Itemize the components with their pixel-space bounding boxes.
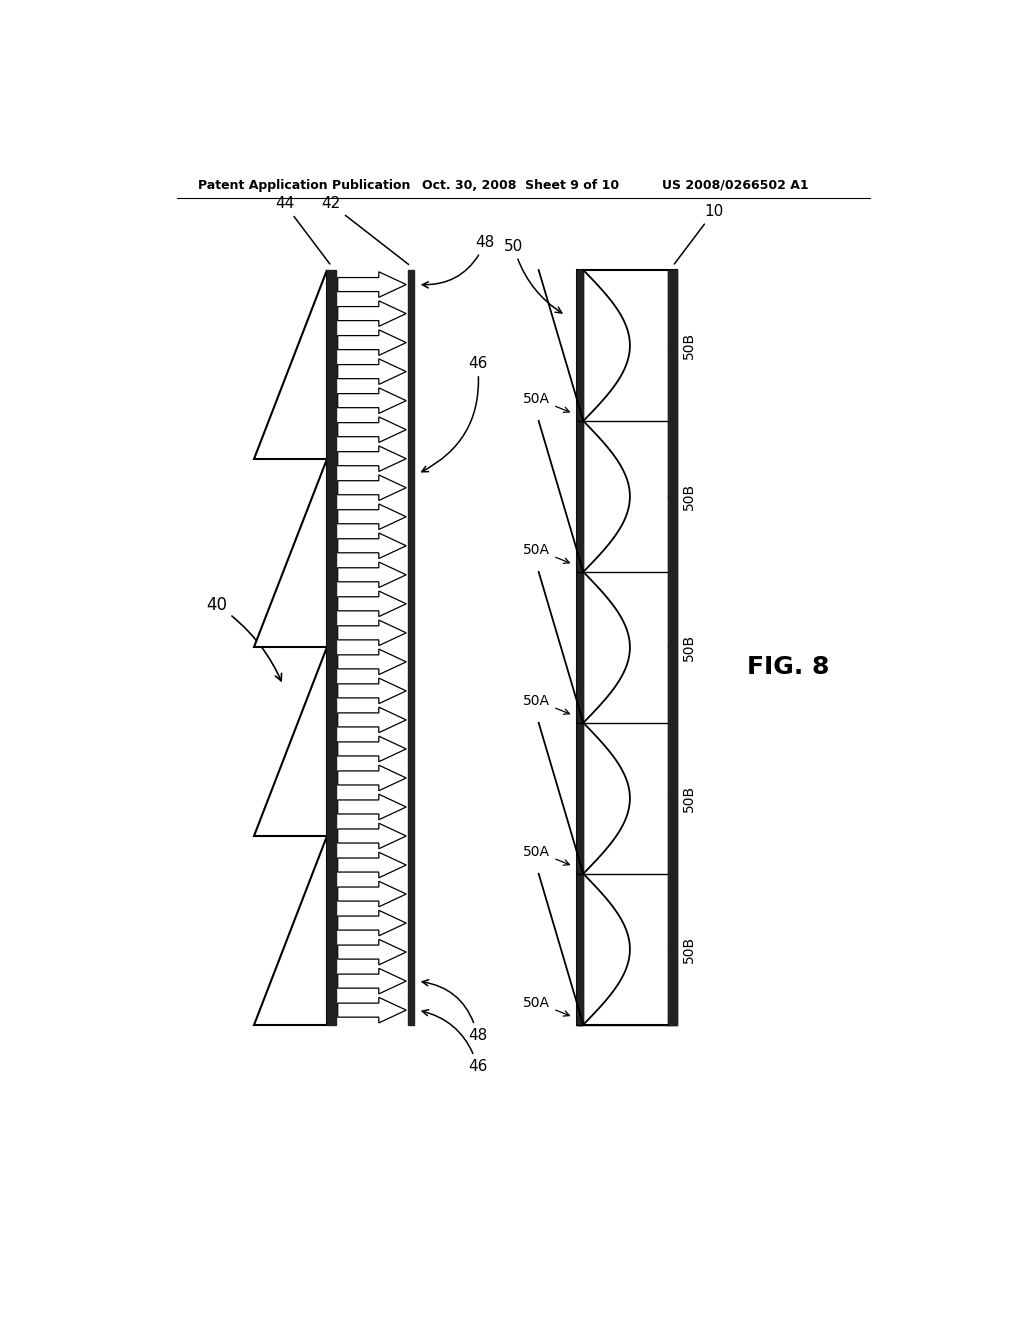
Text: 50B: 50B xyxy=(669,936,696,962)
Bar xyxy=(578,271,584,1024)
Text: 46: 46 xyxy=(422,1010,487,1074)
Polygon shape xyxy=(254,647,327,836)
Polygon shape xyxy=(254,836,327,1024)
Polygon shape xyxy=(338,446,407,471)
Polygon shape xyxy=(338,824,407,849)
Polygon shape xyxy=(338,533,407,558)
Text: 50B: 50B xyxy=(669,483,696,510)
Text: 48: 48 xyxy=(422,979,487,1043)
Polygon shape xyxy=(254,271,327,459)
Text: Oct. 30, 2008  Sheet 9 of 10: Oct. 30, 2008 Sheet 9 of 10 xyxy=(422,178,618,191)
Polygon shape xyxy=(338,359,407,384)
Polygon shape xyxy=(338,475,407,500)
Polygon shape xyxy=(338,678,407,704)
Bar xyxy=(408,271,414,1024)
Text: 50B: 50B xyxy=(669,331,696,359)
Text: 50A: 50A xyxy=(523,845,569,865)
Polygon shape xyxy=(338,272,407,297)
Polygon shape xyxy=(338,330,407,355)
Text: 42: 42 xyxy=(322,197,409,264)
Bar xyxy=(327,271,336,1024)
Polygon shape xyxy=(254,459,327,647)
Bar xyxy=(668,271,677,1024)
Text: 48: 48 xyxy=(422,235,495,288)
Polygon shape xyxy=(338,562,407,587)
Text: 50A: 50A xyxy=(523,694,569,714)
Polygon shape xyxy=(338,737,407,762)
Polygon shape xyxy=(338,969,407,994)
Polygon shape xyxy=(338,882,407,907)
Polygon shape xyxy=(338,853,407,878)
Polygon shape xyxy=(338,388,407,413)
Polygon shape xyxy=(338,649,407,675)
Text: 40: 40 xyxy=(206,595,282,681)
Text: 44: 44 xyxy=(274,197,330,264)
Text: 50B: 50B xyxy=(669,634,696,661)
Bar xyxy=(668,271,677,1024)
Text: 10: 10 xyxy=(675,205,724,264)
Polygon shape xyxy=(338,504,407,529)
Text: FIG. 8: FIG. 8 xyxy=(746,655,829,678)
Polygon shape xyxy=(338,795,407,820)
Bar xyxy=(578,271,584,1024)
Text: 50A: 50A xyxy=(523,995,569,1016)
Text: 50A: 50A xyxy=(523,392,569,412)
Text: 50A: 50A xyxy=(523,543,569,564)
Polygon shape xyxy=(338,766,407,791)
Polygon shape xyxy=(338,591,407,616)
Text: US 2008/0266502 A1: US 2008/0266502 A1 xyxy=(662,178,809,191)
Polygon shape xyxy=(338,940,407,965)
Text: Patent Application Publication: Patent Application Publication xyxy=(199,178,411,191)
Bar xyxy=(578,271,677,1024)
Polygon shape xyxy=(338,620,407,645)
Text: 50: 50 xyxy=(504,239,562,313)
Polygon shape xyxy=(338,417,407,442)
Polygon shape xyxy=(338,998,407,1023)
Text: 50B: 50B xyxy=(669,784,696,812)
Text: 46: 46 xyxy=(422,356,487,471)
Polygon shape xyxy=(338,301,407,326)
Polygon shape xyxy=(338,911,407,936)
Polygon shape xyxy=(338,708,407,733)
